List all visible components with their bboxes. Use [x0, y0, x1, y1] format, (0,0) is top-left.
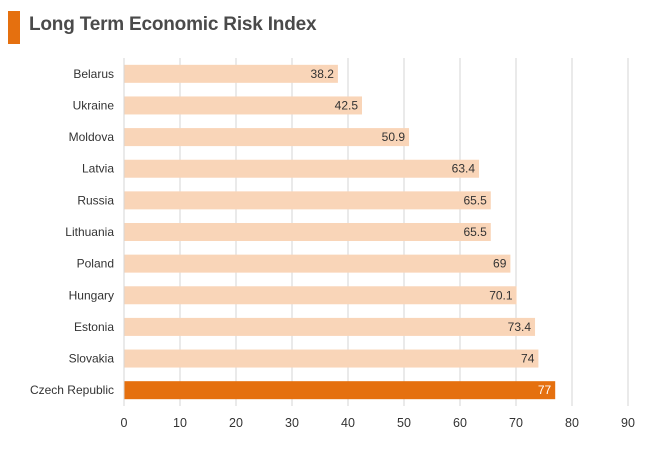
bar-poland	[124, 254, 511, 273]
data-label-estonia: 73.4	[508, 320, 532, 334]
x-tick-label-20: 20	[229, 416, 243, 430]
data-label-czech-republic: 77	[538, 383, 552, 397]
x-tick-label-10: 10	[173, 416, 187, 430]
category-label-lithuania: Lithuania	[65, 225, 114, 239]
data-label-poland: 69	[493, 257, 507, 271]
data-label-russia: 65.5	[463, 193, 487, 207]
bar-slovakia	[124, 349, 539, 368]
data-label-belarus: 38.2	[311, 67, 335, 81]
category-label-estonia: Estonia	[74, 320, 114, 334]
bar-latvia	[124, 159, 480, 178]
category-label-poland: Poland	[77, 257, 114, 271]
x-tick-label-60: 60	[453, 416, 467, 430]
x-tick-label-30: 30	[285, 416, 299, 430]
bar-lithuania	[124, 223, 491, 241]
category-label-russia: Russia	[77, 193, 114, 207]
bar-moldova	[124, 128, 410, 147]
data-label-hungary: 70.1	[489, 288, 513, 302]
category-label-hungary: Hungary	[69, 288, 114, 302]
chart-title: Long Term Economic Risk Index	[29, 14, 317, 35]
category-label-ukraine: Ukraine	[73, 98, 115, 112]
x-tick-label-90: 90	[621, 416, 635, 430]
title-accent-bar	[8, 11, 20, 44]
bar-russia	[124, 191, 491, 210]
bar-czech-republic	[124, 381, 556, 400]
category-label-moldova: Moldova	[69, 130, 115, 144]
x-tick-label-40: 40	[341, 416, 355, 430]
bar-hungary	[124, 286, 517, 305]
x-tick-label-50: 50	[397, 416, 411, 430]
data-label-latvia: 63.4	[452, 162, 476, 176]
x-tick-label-0: 0	[121, 416, 128, 430]
data-label-slovakia: 74	[521, 352, 535, 366]
bar-ukraine	[124, 96, 362, 115]
x-tick-label-80: 80	[565, 416, 579, 430]
data-label-ukraine: 42.5	[335, 98, 359, 112]
category-label-czech-republic: Czech Republic	[30, 383, 114, 397]
bar-belarus	[124, 64, 338, 83]
x-tick-label-70: 70	[509, 416, 523, 430]
category-label-belarus: Belarus	[73, 67, 114, 81]
category-label-latvia: Latvia	[82, 162, 114, 176]
bar-estonia	[124, 317, 536, 336]
data-label-lithuania: 65.5	[463, 225, 487, 239]
category-label-slovakia: Slovakia	[69, 352, 115, 366]
data-label-moldova: 50.9	[382, 130, 406, 144]
